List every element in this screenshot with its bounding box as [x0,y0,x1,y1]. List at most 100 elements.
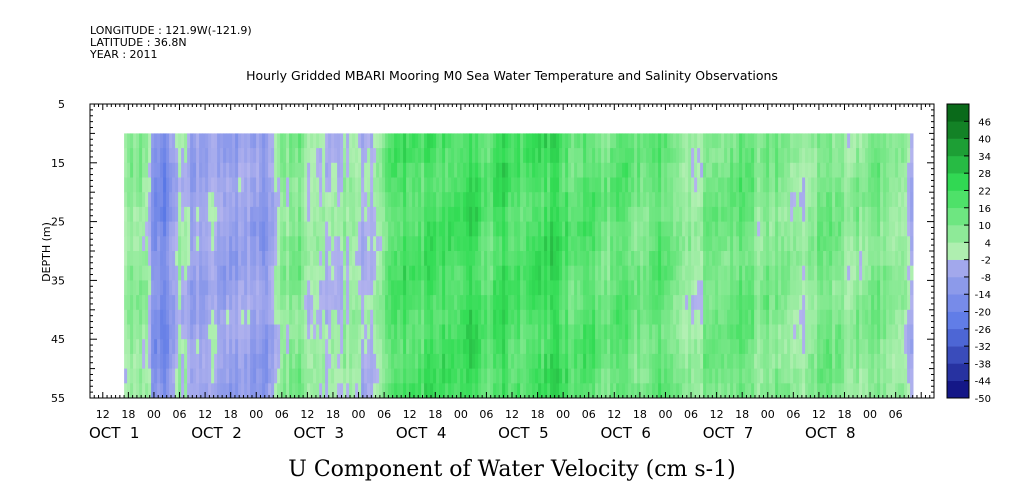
heatmap-cell [379,251,383,267]
heatmap-cell [658,368,662,384]
heatmap-cell [670,162,674,178]
heatmap-cell [772,192,776,208]
heatmap-cell [292,206,296,222]
heatmap-cell [724,324,728,340]
heatmap-cell [127,148,131,164]
heatmap-cell [607,339,611,355]
heatmap-cell [535,177,539,193]
heatmap-cell [622,383,626,399]
heatmap-cell [496,148,500,164]
heatmap-cell [445,148,449,164]
heatmap-cell [634,295,638,311]
heatmap-cell [256,192,260,208]
heatmap-cell [631,251,635,267]
heatmap-cell [211,221,215,237]
heatmap-cell [439,192,443,208]
heatmap-cells [124,133,914,399]
heatmap-cell [526,192,530,208]
heatmap-cell [862,206,866,222]
heatmap-cell [409,251,413,267]
heatmap-cell [691,339,695,355]
heatmap-cell [559,339,563,355]
heatmap-cell [490,192,494,208]
heatmap-cell [679,177,683,193]
heatmap-cell [628,339,632,355]
heatmap-cell [856,192,860,208]
heatmap-cell [616,324,620,340]
heatmap-cell [583,133,587,149]
heatmap-cell [124,368,128,384]
heatmap-cell [415,324,419,340]
heatmap-cell [187,368,191,384]
heatmap-cell [379,148,383,164]
heatmap-cell [619,368,623,384]
heatmap-cell [700,148,704,164]
heatmap-cell [556,148,560,164]
heatmap-cell [163,133,167,149]
heatmap-cell [301,383,305,399]
heatmap-cell [541,206,545,222]
heatmap-cell [325,353,329,369]
heatmap-cell [373,177,377,193]
heatmap-cell [862,383,866,399]
heatmap-cell [172,206,176,222]
heatmap-cell [148,192,152,208]
heatmap-cell [721,383,725,399]
heatmap-cell [832,295,836,311]
heatmap-cell [250,192,254,208]
heatmap-cell [331,162,335,178]
heatmap-cell [562,177,566,193]
heatmap-cell [694,280,698,296]
heatmap-cell [721,162,725,178]
heatmap-cell [850,206,854,222]
heatmap-cell [775,148,779,164]
heatmap-cell [793,280,797,296]
heatmap-cell [841,265,845,281]
heatmap-cell [868,133,872,149]
heatmap-cell [760,162,764,178]
heatmap-cell [775,309,779,325]
heatmap-cell [445,162,449,178]
heatmap-cell [328,133,332,149]
heatmap-cell [697,206,701,222]
heatmap-cell [559,236,563,252]
heatmap-cell [256,148,260,164]
heatmap-cell [778,368,782,384]
heatmap-cell [319,133,323,149]
heatmap-cell [739,133,743,149]
heatmap-cell [235,353,239,369]
heatmap-cell [514,206,518,222]
heatmap-cell [160,133,164,149]
heatmap-cell [736,206,740,222]
heatmap-cell [187,236,191,252]
heatmap-cell [742,383,746,399]
heatmap-cell [226,177,230,193]
heatmap-cell [748,206,752,222]
heatmap-cell [304,339,308,355]
heatmap-cell [538,192,542,208]
heatmap-cell [280,339,284,355]
heatmap-cell [625,133,629,149]
heatmap-cell [277,383,281,399]
heatmap-cell [439,295,443,311]
heatmap-cell [502,324,506,340]
heatmap-cell [403,324,407,340]
heatmap-cell [214,324,218,340]
heatmap-cell [733,368,737,384]
heatmap-cell [841,339,845,355]
heatmap-cell [559,133,563,149]
heatmap-cell [787,148,791,164]
heatmap-cell [634,133,638,149]
heatmap-cell [397,324,401,340]
heatmap-cell [727,206,731,222]
heatmap-cell [757,133,761,149]
heatmap-cell [502,251,506,267]
heatmap-cell [664,206,668,222]
heatmap-cell [394,353,398,369]
heatmap-cell [640,221,644,237]
heatmap-cell [832,383,836,399]
heatmap-cell [646,295,650,311]
heatmap-cell [886,251,890,267]
heatmap-cell [568,206,572,222]
heatmap-cell [508,368,512,384]
